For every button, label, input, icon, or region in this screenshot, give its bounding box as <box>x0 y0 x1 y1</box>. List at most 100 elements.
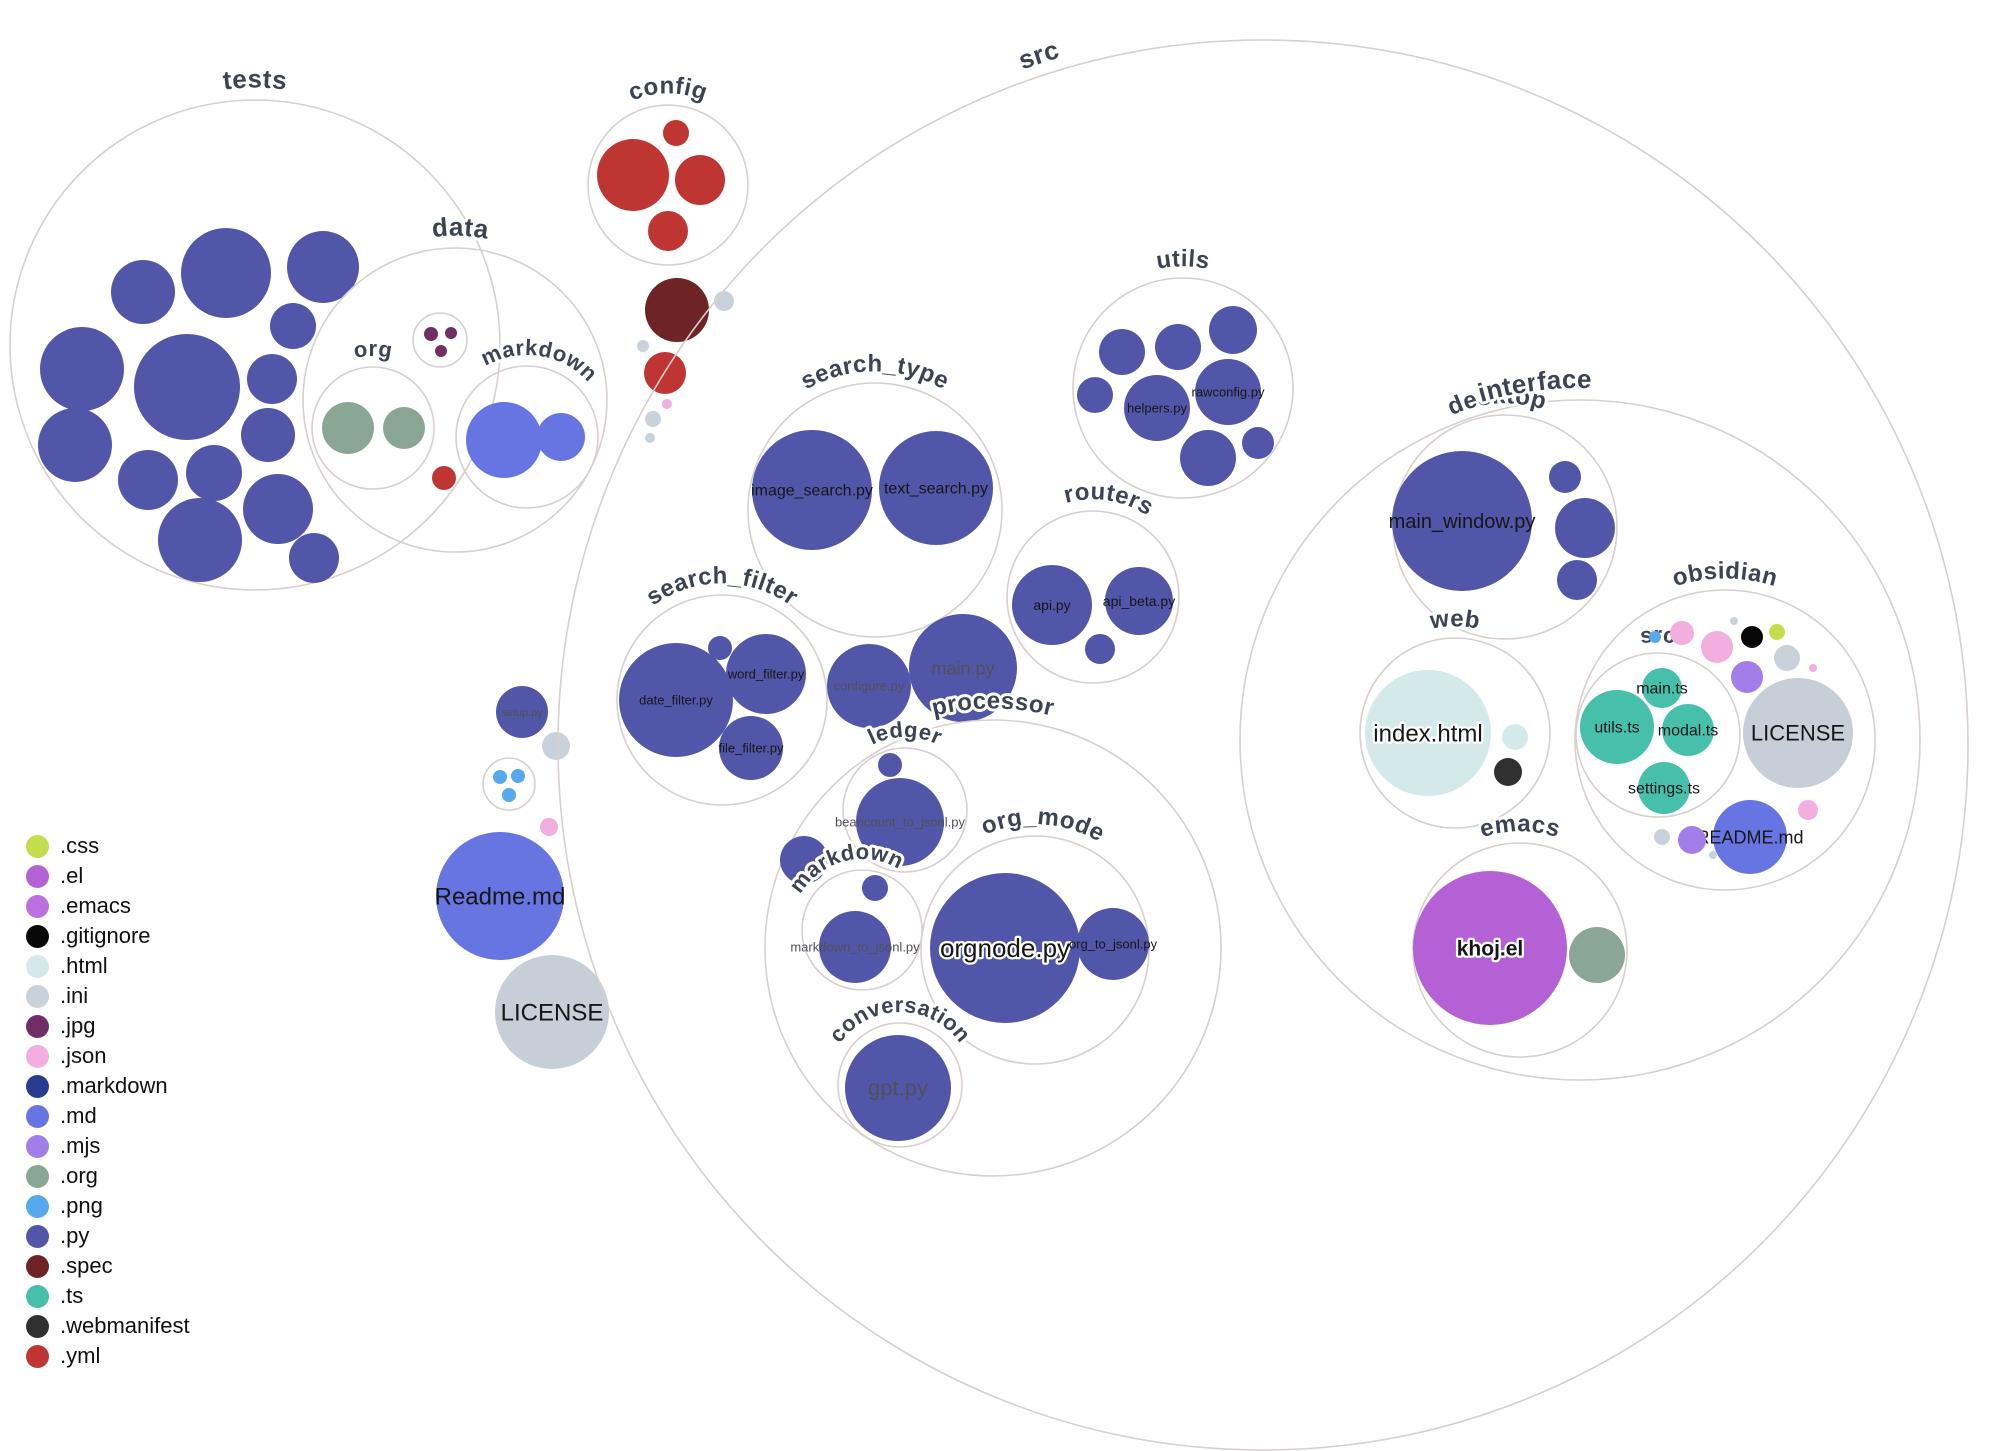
legend-label: .md <box>60 1103 97 1128</box>
file-circle-index.html <box>1365 670 1491 796</box>
legend-label: .markdown <box>60 1073 168 1098</box>
file-circle-.py <box>270 303 316 349</box>
file-circle-.spec <box>645 278 709 342</box>
legend-item-png: .png <box>26 1191 190 1221</box>
file-label-main_window.py: main_window.py <box>1389 511 1536 533</box>
file-label-file_filter.py: file_filter.py <box>718 741 784 756</box>
legend-swatch-icon <box>26 954 49 978</box>
legend-label: .mjs <box>60 1133 101 1158</box>
folder-circle-src <box>1575 652 1741 818</box>
file-circle-.mjs <box>1678 826 1706 854</box>
file-label-org_to_jsonl.py: org_to_jsonl.py <box>1069 937 1158 952</box>
file-label-settings.ts: settings.ts <box>1628 781 1700 798</box>
legend-label: .ini <box>60 983 89 1008</box>
legend-swatch-icon <box>26 984 49 1008</box>
file-circle-khoj.el <box>1413 871 1567 1025</box>
file-label-main.ts: main.ts <box>1636 681 1688 698</box>
file-circle-.py <box>243 474 313 544</box>
file-circle-.png <box>511 769 525 783</box>
legend-item-json: .json <box>26 1041 190 1071</box>
file-circle-.ini <box>1774 645 1800 671</box>
legend-item-gitignore: .gitignore <box>26 921 190 951</box>
file-label-image_search.py: image_search.py <box>751 483 873 500</box>
file-circle-.ini <box>645 433 655 443</box>
legend-label: .ts <box>60 1283 84 1308</box>
legend-swatch-icon <box>26 1044 49 1068</box>
file-circle-setup.py <box>496 686 548 738</box>
legend-label: .json <box>60 1043 107 1068</box>
legend-swatch-icon <box>26 1314 49 1338</box>
folder-label-search_type: search_type <box>796 350 953 395</box>
folder-circle-web <box>1359 637 1551 829</box>
file-circle-.json <box>1809 664 1817 672</box>
folder-circle-interface <box>1239 399 1921 1081</box>
file-circle-.json <box>662 399 672 409</box>
folder-label-markdown: markdown <box>477 335 603 386</box>
legend-swatch-icon <box>26 1194 49 1218</box>
folder-circle-obsidian <box>1574 589 1876 891</box>
file-circle-beancount_to_jsonl.py <box>856 778 944 866</box>
legend-swatch-icon <box>26 1254 49 1278</box>
file-label-khoj.el: khoj.el <box>1457 937 1524 960</box>
file-label-main.py: main.py <box>931 658 994 678</box>
folder-circle-emacs <box>1412 842 1628 1058</box>
file-circle-.yml <box>648 211 688 251</box>
file-circle-.png <box>1649 631 1661 643</box>
legend-item-org: .org <box>26 1161 190 1191</box>
file-circle-.org <box>322 402 374 454</box>
legend-item-ts: .ts <box>26 1281 190 1311</box>
folder-circle-search_filter <box>616 594 828 806</box>
file-circle-org_to_jsonl.py <box>1077 908 1149 980</box>
file-circle-.py <box>1557 560 1597 600</box>
file-circle-.yml <box>644 352 686 394</box>
file-label-word_filter.py: word_filter.py <box>727 667 805 682</box>
file-circle-text_search.py <box>879 431 993 545</box>
file-circle-gpt.py <box>845 1035 951 1141</box>
legend-swatch-icon <box>26 1164 49 1188</box>
file-circle-.ini <box>1730 617 1738 625</box>
file-circle-utils.ts <box>1580 690 1654 764</box>
legend-swatch-icon <box>26 894 49 918</box>
folder-label-tests: tests <box>221 64 288 96</box>
folder-circle-utils <box>1072 277 1294 499</box>
file-label-configure.py: configure.py <box>834 679 905 694</box>
legend-label: .el <box>60 863 84 888</box>
legend-label: .emacs <box>60 893 131 918</box>
file-label-beancount_to_jsonl.py: beancount_to_jsonl.py <box>835 815 966 830</box>
legend-swatch-icon <box>26 924 49 948</box>
legend-label: .webmanifest <box>60 1313 190 1338</box>
file-circle-api_beta.py <box>1105 567 1173 635</box>
legend-swatch-icon <box>26 1344 49 1368</box>
folder-label-obsidian: obsidian <box>1669 557 1780 592</box>
legend-swatch-icon <box>26 1224 49 1248</box>
file-circle-.py <box>111 260 175 324</box>
file-label-index.html: index.html <box>1373 720 1482 747</box>
folder-circle-routers <box>1006 510 1180 684</box>
file-circle-.md <box>466 402 542 478</box>
file-circle-.py <box>1155 324 1201 370</box>
legend-label: .yml <box>60 1343 101 1368</box>
extension-legend: .css .el .emacs .gitignore .html .ini .jpg .jso… <box>26 831 190 1371</box>
file-circle-main.ts <box>1642 668 1682 708</box>
file-circle-.ini <box>637 340 649 352</box>
file-circle-Readme.md <box>436 832 564 960</box>
legend-label: .png <box>60 1193 103 1218</box>
legend-swatch-icon <box>26 834 49 858</box>
file-circle-.py <box>40 327 124 411</box>
file-circle-.py <box>1555 498 1615 558</box>
file-circle-settings.ts <box>1638 762 1690 814</box>
file-label-markdown_to_jsonl.py: markdown_to_jsonl.py <box>790 940 920 955</box>
folder-label-config: config <box>625 72 711 106</box>
file-circle-.webmanifest <box>1494 758 1522 786</box>
folder-circle-config <box>587 104 749 266</box>
folder-circle-search_type <box>747 382 1003 638</box>
legend-label: .py <box>60 1223 90 1248</box>
file-circle-README.md <box>1713 800 1787 874</box>
file-circle-.yml <box>663 120 689 146</box>
file-label-api_beta.py: api_beta.py <box>1103 593 1175 609</box>
folder-label-src: src <box>1015 34 1063 75</box>
file-circle-image_search.py <box>752 430 872 550</box>
folder-label-search_filter: search_filter <box>641 562 803 611</box>
file-label-gpt.py: gpt.py <box>868 1076 928 1101</box>
